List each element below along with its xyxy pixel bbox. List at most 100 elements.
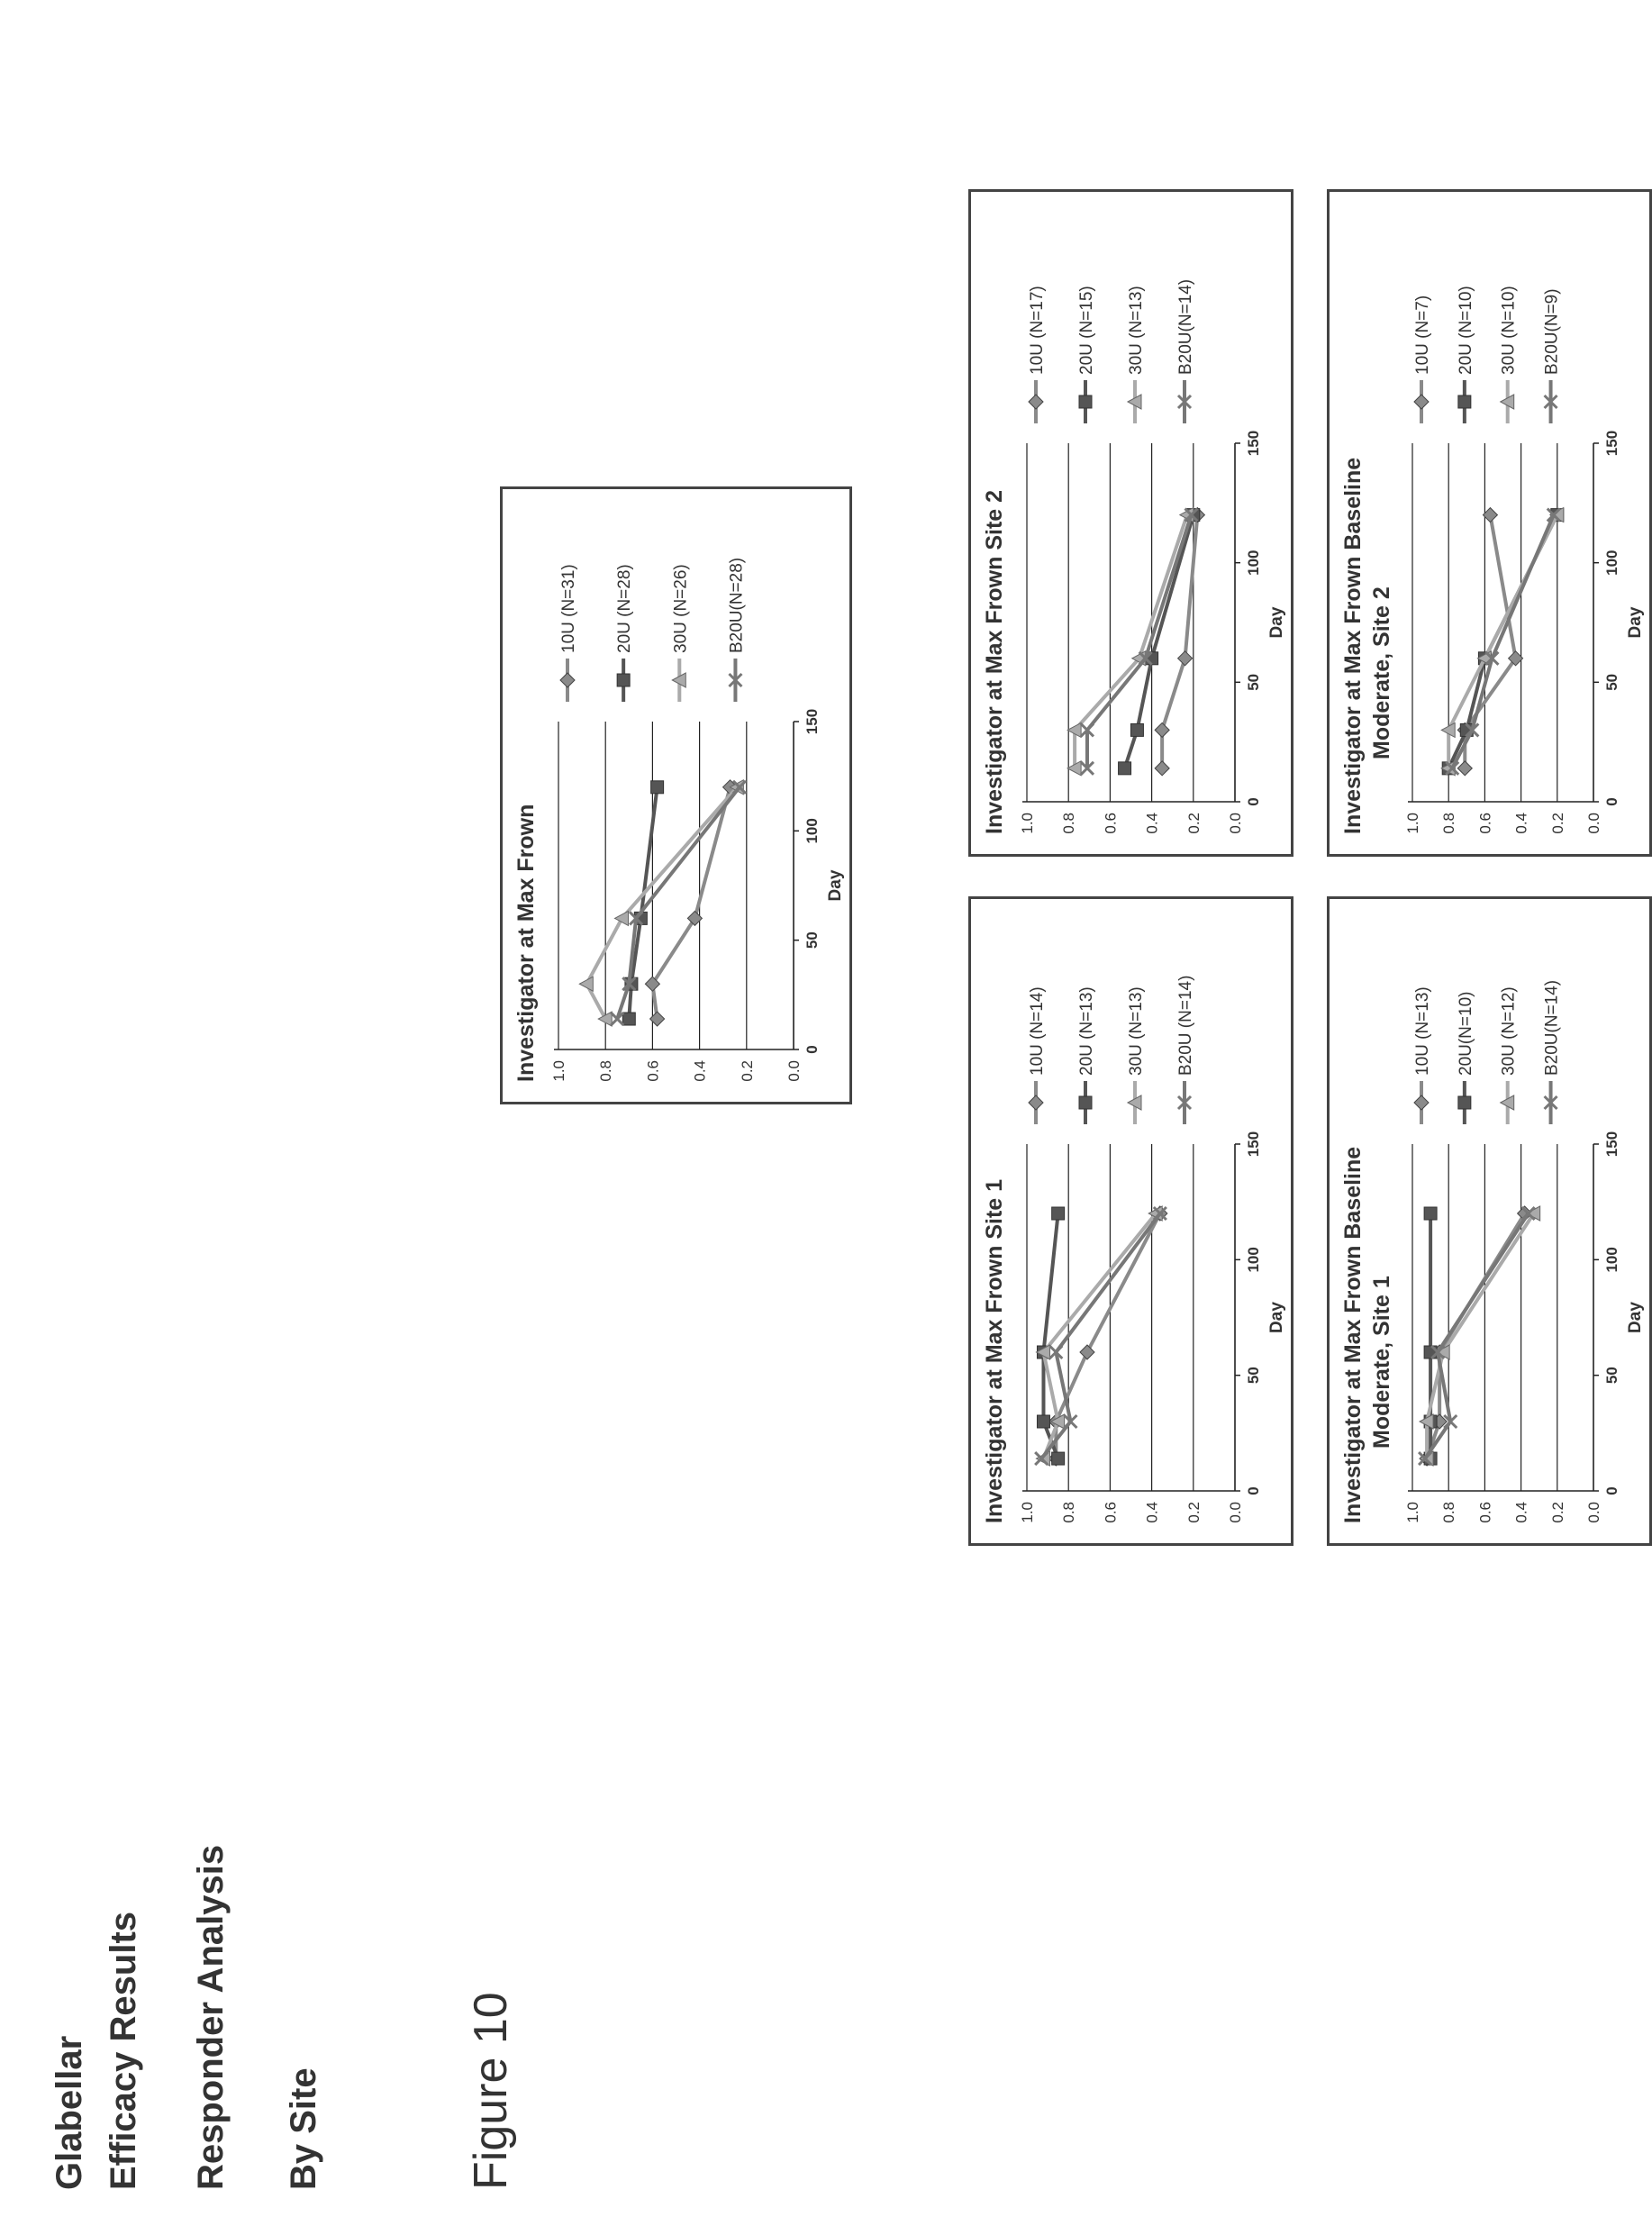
data-point-b — [1430, 1344, 1446, 1360]
data-point — [1130, 722, 1144, 737]
series-line — [1122, 514, 1195, 769]
legend-marker — [1457, 1095, 1472, 1110]
data-point-b — [629, 911, 644, 926]
heading-efficacy-results: Efficacy Results — [104, 1911, 143, 2190]
x-tick-label: 150 — [1245, 431, 1262, 456]
data-point — [1154, 722, 1170, 739]
y-tick-label: 0.8 — [1440, 813, 1457, 834]
y-tick-label: 0.6 — [644, 1060, 661, 1082]
legend-marker — [1126, 1095, 1142, 1111]
chart-svg: Investigator at Max Frown Baseline Modera… — [1340, 286, 1645, 834]
legend-label: 10U (N=31) — [559, 564, 578, 653]
data-point — [1419, 1413, 1434, 1430]
y-tick-label: 0.6 — [1476, 813, 1493, 834]
data-point — [1079, 760, 1095, 776]
data-point-b — [1520, 1205, 1536, 1222]
legend-label: 20U (N=13) — [1077, 986, 1096, 1076]
chart-svg: Investigator at Max Frown Site 1 0.0 0.2 0.… — [982, 976, 1286, 1523]
data-point — [1423, 1206, 1438, 1221]
y-tick-label: 0.4 — [692, 1060, 709, 1082]
chart-site-1: Investigator at Max Frown Site 1 0.0 0.2 0.… — [968, 896, 1293, 1546]
legend-marker — [1457, 395, 1472, 409]
x-tick-label: 0 — [803, 1045, 821, 1053]
chart-moderate-site-1: Investigator at Max Frown Baseline Modera… — [1327, 896, 1652, 1546]
legend-marker — [559, 672, 576, 688]
data-point-b — [1184, 507, 1199, 522]
data-point-b — [1034, 1451, 1049, 1467]
y-tick-label: 1.0 — [1019, 813, 1036, 834]
series-line — [1425, 1212, 1536, 1459]
legend-label: 30U (N=26) — [671, 564, 690, 653]
legend-label: B20U(N=14) — [1543, 980, 1562, 1076]
data-point — [1067, 722, 1082, 739]
legend-label: B20U (N=14) — [1176, 976, 1195, 1076]
y-tick-label: 0.2 — [1549, 813, 1566, 834]
legend-label: 10U (N=13) — [1413, 986, 1432, 1076]
data-point — [597, 1011, 613, 1027]
y-tick-label: 0.6 — [1102, 1502, 1119, 1523]
data-point-b — [1418, 1451, 1433, 1467]
x-axis-label: Day — [1267, 606, 1286, 638]
data-point — [613, 910, 629, 927]
y-tick-label: 0.8 — [597, 1060, 614, 1082]
data-point — [1520, 1205, 1536, 1222]
legend-label: B20U(N=28) — [727, 558, 746, 653]
y-tick-label: 0.0 — [1227, 813, 1244, 834]
y-tick-label: 0.4 — [1513, 1502, 1530, 1523]
legend-marker — [1078, 395, 1093, 409]
series-line — [1041, 1212, 1157, 1459]
y-tick-label: 1.0 — [1404, 1502, 1421, 1523]
x-axis-label: Day — [1626, 606, 1645, 638]
y-tick-label: 0.2 — [1185, 813, 1203, 834]
series-line — [1085, 513, 1194, 768]
data-point-b — [610, 1011, 625, 1027]
heading-by-site: By Site — [284, 2067, 323, 2190]
legend-marker-b — [728, 672, 743, 688]
y-tick-label: 0.0 — [785, 1060, 803, 1082]
x-tick-label: 100 — [1603, 550, 1620, 575]
legend-label: 10U (N=7) — [1413, 295, 1432, 375]
y-tick-label: 0.4 — [1144, 813, 1161, 834]
legend-marker — [728, 672, 743, 688]
legend-label: B20U(N=14) — [1176, 279, 1195, 375]
legend-marker — [1499, 394, 1515, 410]
heading-responder-analysis: Responder Analysis — [191, 1844, 231, 2190]
data-point-b — [1484, 650, 1500, 666]
x-tick-label: 50 — [1603, 674, 1620, 691]
chart-title: Investigator at Max Frown — [513, 804, 539, 1082]
legend-marker — [616, 673, 631, 687]
y-tick-label: 0.0 — [1585, 813, 1602, 834]
data-point — [1184, 507, 1199, 522]
legend-label: 20U(N=10) — [1457, 992, 1475, 1076]
data-point — [622, 1012, 636, 1026]
x-tick-label: 100 — [1603, 1247, 1620, 1272]
data-point-b — [1546, 507, 1561, 522]
data-point — [1546, 507, 1561, 522]
y-tick-label: 0.6 — [1476, 1502, 1493, 1523]
data-point — [1152, 1205, 1167, 1222]
data-point — [644, 976, 661, 992]
heading-glabellar: Glabellar — [50, 2035, 89, 2190]
chart-svg: Investigator at Max Frown 0.0 0.2 0.4 0.6 0.8… — [513, 558, 845, 1082]
data-point — [578, 976, 594, 993]
data-point-b — [1048, 1344, 1064, 1360]
legend-label: 30U (N=10) — [1500, 286, 1519, 375]
legend-marker — [1078, 1095, 1093, 1110]
data-point-b — [1063, 1413, 1078, 1430]
data-point — [1457, 760, 1473, 777]
legend-label: 10U (N=14) — [1028, 986, 1047, 1076]
chart-overall: Investigator at Max Frown 0.0 0.2 0.4 0.6 0.8… — [500, 486, 852, 1104]
chart-title: Investigator at Max Frown Baseline — [1340, 458, 1366, 834]
legend-marker — [1028, 1095, 1044, 1111]
series-line — [585, 786, 739, 1020]
x-tick-label: 50 — [1245, 674, 1262, 691]
data-point-b — [1443, 1413, 1458, 1430]
legend-marker-b — [1543, 1095, 1558, 1111]
x-tick-label: 150 — [1245, 1131, 1262, 1157]
y-tick-label: 0.2 — [739, 1060, 756, 1082]
data-point-b — [1465, 722, 1480, 738]
data-point — [1079, 1344, 1095, 1360]
x-tick-label: 0 — [1245, 797, 1262, 805]
